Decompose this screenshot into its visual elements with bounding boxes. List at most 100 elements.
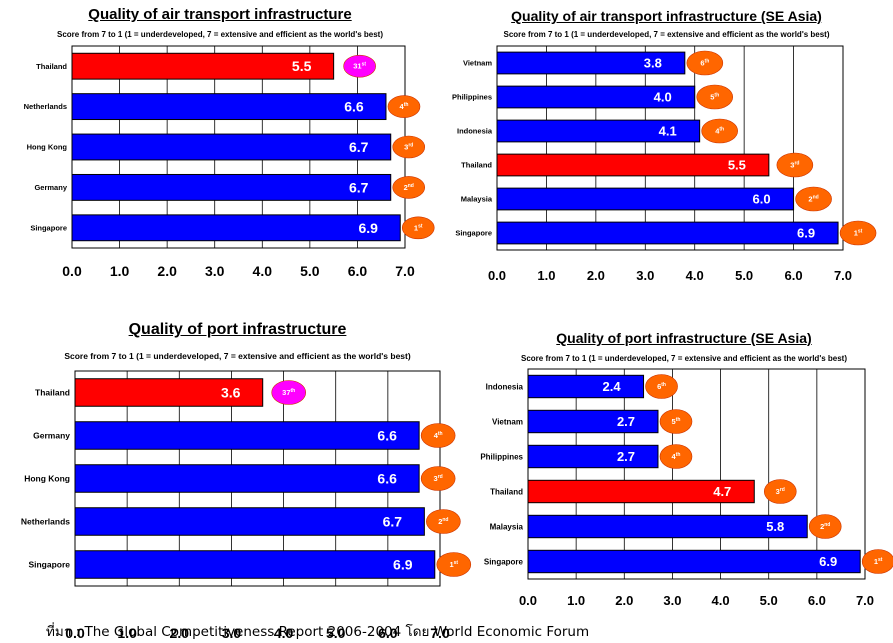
value-label: 4.7 — [713, 484, 731, 499]
bar — [527, 514, 808, 539]
bar — [527, 549, 861, 574]
rank-badge: 1st — [839, 220, 877, 246]
x-tick-label: 1.0 — [537, 268, 555, 283]
category-label: Indonesia — [457, 127, 493, 136]
value-label: 5.5 — [292, 58, 312, 74]
rank-badge: 3rd — [776, 152, 814, 178]
chart-subtitle: Score from 7 to 1 (1 = underdeveloped, 7… — [503, 30, 830, 39]
chart-title: Quality of air transport infrastructure — [88, 6, 352, 23]
rank-label: 2nd — [404, 183, 414, 192]
rank-badge: 6th — [686, 50, 724, 76]
x-tick-label: 6.0 — [785, 268, 803, 283]
rank-label: 1st — [414, 223, 423, 232]
rank-badge-shape — [436, 552, 472, 577]
bar — [74, 550, 436, 579]
x-tick-label: 2.0 — [615, 593, 633, 608]
category-label: Singapore — [455, 229, 492, 238]
rank-badge-shape — [645, 374, 678, 399]
category-label: Germany — [34, 183, 67, 192]
bar — [496, 85, 696, 109]
rank-badge: 2nd — [426, 509, 461, 534]
chart-air-transport-se-asia: Quality of air transport infrastructure … — [440, 0, 893, 295]
chart-port-se-asia: Quality of port infrastructure (SE Asia)… — [475, 315, 893, 620]
category-label: Singapore — [484, 557, 524, 566]
x-tick-label: 2.0 — [157, 263, 177, 279]
rank-badge-shape — [776, 152, 814, 178]
x-tick-label: 0.0 — [62, 263, 82, 279]
rank-badge: 1st — [436, 552, 472, 577]
x-tick-label: 7.0 — [856, 593, 874, 608]
rank-label: 2nd — [820, 522, 830, 531]
bar — [496, 51, 686, 75]
rank-label: 6th — [700, 59, 709, 68]
x-tick-label: 1.0 — [110, 263, 130, 279]
value-label: 2.4 — [603, 379, 622, 394]
chart-plot: 0.0 1.0 2.0 3.0 4.0 5.0 6.0 7.0 Vietnam 3.8 6th Phi… — [452, 45, 877, 283]
source-note: ที่มา : The Global Competitiveness Repor… — [46, 624, 590, 640]
rank-label: 2nd — [808, 195, 818, 204]
x-tick-label: 5.0 — [735, 268, 753, 283]
rank-label: 1st — [874, 557, 883, 566]
value-label: 3.8 — [644, 56, 662, 71]
rank-badge: 1st — [401, 216, 435, 240]
rank-badge-shape — [392, 176, 426, 199]
rank-label: 1st — [854, 229, 863, 238]
value-label: 6.9 — [393, 557, 413, 573]
chart-plot: 0.0 1.0 2.0 3.0 4.0 5.0 6.0 7.0 Thailand 5.5 31st N… — [24, 45, 435, 279]
category-label: Thailand — [36, 62, 67, 71]
rank-badge: 3rd — [420, 466, 456, 491]
value-label: 6.7 — [349, 139, 369, 155]
rank-badge-shape — [392, 135, 426, 159]
rank-badge-shape — [271, 380, 307, 405]
value-label: 3.6 — [221, 385, 241, 401]
x-tick-label: 4.0 — [274, 625, 294, 641]
value-label: 6.6 — [377, 471, 397, 487]
x-tick-label: 3.0 — [663, 593, 681, 608]
x-tick-label: 0.0 — [488, 268, 506, 283]
category-label: Indonesia — [486, 382, 524, 391]
value-label: 6.7 — [349, 179, 369, 195]
bar — [71, 214, 401, 242]
chart-subtitle: Score from 7 to 1 (1 = underdeveloped, 7… — [521, 354, 847, 363]
bar — [71, 173, 392, 201]
rank-badge-shape — [808, 514, 842, 539]
category-label: Philippines — [480, 452, 523, 461]
x-tick-label: 1.0 — [117, 625, 137, 641]
x-tick-label: 4.0 — [712, 593, 730, 608]
chart-plot: 0.0 1.0 2.0 3.0 4.0 5.0 6.0 7.0 Indonesia 2.4 6th V… — [480, 368, 893, 608]
bar — [71, 93, 387, 121]
rank-badge: 31st — [343, 54, 376, 78]
value-label: 4.0 — [654, 90, 672, 105]
x-tick-label: 0.0 — [519, 593, 537, 608]
rank-badge-shape — [659, 409, 693, 434]
bar — [496, 221, 839, 245]
rank-badge-shape — [387, 95, 421, 118]
category-label: Thailand — [35, 387, 70, 397]
rank-badge: 3rd — [392, 135, 426, 159]
category-label: Vietnam — [463, 59, 492, 68]
bar — [71, 52, 335, 80]
bar — [527, 479, 755, 504]
value-label: 6.9 — [819, 554, 837, 569]
rank-label: 3rd — [434, 474, 443, 483]
chart-title: Quality of port infrastructure — [128, 321, 347, 338]
category-label: Vietnam — [492, 417, 523, 426]
category-label: Hong Kong — [27, 143, 68, 152]
rank-label: 3rd — [790, 161, 799, 170]
rank-label: 4th — [400, 102, 409, 111]
rank-label: 1st — [449, 560, 458, 569]
bar — [74, 464, 420, 493]
chart-title: Quality of port infrastructure (SE Asia) — [556, 330, 812, 346]
bar — [496, 119, 701, 143]
category-label: Thailand — [461, 161, 492, 170]
rank-label: 5th — [710, 93, 719, 102]
rank-badge-shape — [861, 549, 893, 574]
rank-badge: 4th — [659, 444, 693, 469]
category-label: Malaysia — [490, 522, 524, 531]
rank-label: 31st — [353, 62, 366, 71]
rank-label: 6th — [657, 382, 666, 391]
x-tick-label: 5.0 — [760, 593, 778, 608]
rank-label: 4th — [672, 452, 681, 461]
rank-badge: 5th — [696, 84, 734, 110]
rank-badge-shape — [420, 423, 456, 448]
